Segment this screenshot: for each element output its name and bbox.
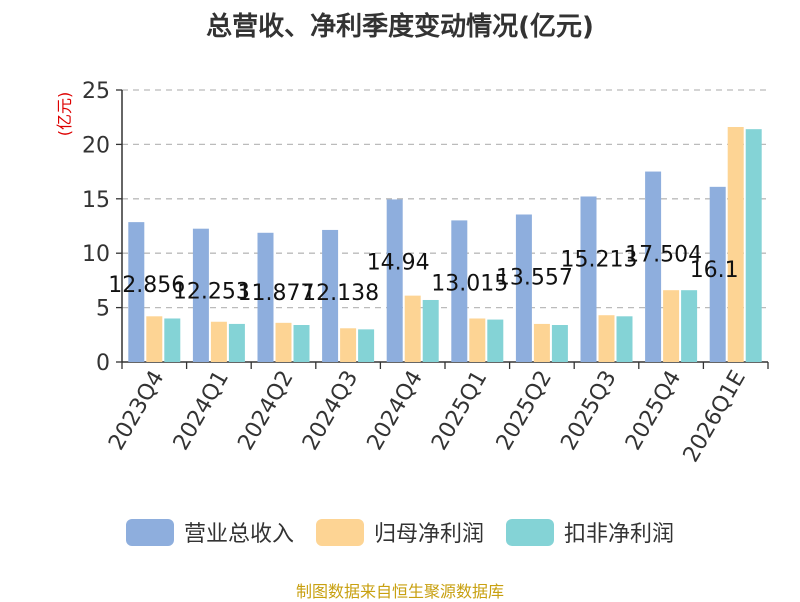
legend-item-deducted-profit[interactable]: 扣非净利润 <box>506 516 674 548</box>
bar <box>645 171 662 362</box>
bar <box>616 316 633 362</box>
bar <box>210 321 227 362</box>
bar <box>340 328 357 362</box>
bar <box>515 214 532 362</box>
data-label: 11.877 <box>238 281 315 306</box>
bar <box>727 126 744 362</box>
legend-swatch-revenue <box>125 518 174 546</box>
data-label: 14.94 <box>367 250 430 275</box>
bar <box>146 316 163 362</box>
bar <box>128 222 145 362</box>
bar <box>275 322 292 362</box>
bar <box>469 318 486 362</box>
x-tick-label: 2024Q3 <box>298 367 363 455</box>
y-tick-label: 0 <box>96 351 110 376</box>
y-tick-label: 5 <box>96 297 110 322</box>
bar <box>358 329 375 362</box>
bar <box>745 129 762 362</box>
bar <box>533 323 550 362</box>
x-tick-label: 2025Q4 <box>621 367 686 455</box>
data-label: 17.504 <box>625 243 702 268</box>
x-tick-label: 2025Q1 <box>427 367 492 455</box>
bar <box>663 290 680 362</box>
bar <box>322 229 339 362</box>
bar <box>709 186 726 362</box>
y-tick-label: 20 <box>82 133 110 158</box>
data-label: 12.253 <box>173 280 250 305</box>
x-tick-label: 2024Q4 <box>363 367 428 455</box>
x-tick-label: 2025Q2 <box>492 367 557 455</box>
data-label: 13.015 <box>431 271 508 296</box>
bar <box>551 325 568 362</box>
chart-legend: 营业总收入 归母净利润 扣非净利润 <box>0 516 800 548</box>
x-tick-label: 2025Q3 <box>556 367 621 455</box>
y-tick-label: 15 <box>82 188 110 213</box>
x-tick-label: 2024Q1 <box>169 367 234 455</box>
y-axis-label: (亿元) <box>55 92 74 137</box>
data-label: 15.213 <box>561 247 638 272</box>
bar <box>386 199 403 362</box>
bar <box>487 319 504 362</box>
bar <box>228 323 245 362</box>
legend-label-deducted-profit: 扣非净利润 <box>564 522 675 547</box>
data-label: 13.557 <box>496 265 573 290</box>
bar <box>580 196 597 362</box>
legend-item-revenue[interactable]: 营业总收入 <box>125 516 294 548</box>
bar <box>164 318 181 362</box>
data-label: 12.138 <box>302 281 379 306</box>
data-label: 16.1 <box>690 258 739 283</box>
chart-title: 总营收、净利季度变动情况(亿元) <box>206 12 594 42</box>
bar <box>451 220 468 362</box>
x-tick-label: 2023Q4 <box>104 367 169 455</box>
y-tick-label: 25 <box>82 79 110 104</box>
data-source-note: 制图数据来自恒生聚源数据库 <box>295 582 504 601</box>
bar <box>257 232 274 362</box>
legend-label-net-profit: 归母净利润 <box>373 522 484 547</box>
bar <box>293 325 310 362</box>
y-tick-label: 10 <box>82 242 110 267</box>
bar <box>404 295 421 362</box>
legend-item-net-profit[interactable]: 归母净利润 <box>315 516 484 548</box>
data-label: 12.856 <box>108 273 185 298</box>
bar <box>681 290 698 362</box>
bar <box>422 299 439 362</box>
bar <box>192 228 209 362</box>
legend-label-revenue: 营业总收入 <box>183 522 294 547</box>
legend-swatch-net-profit <box>315 518 364 546</box>
bar <box>598 315 615 362</box>
x-tick-label: 2024Q2 <box>233 367 298 455</box>
legend-swatch-deducted-profit <box>506 518 554 546</box>
x-tick-label: 2026Q1E <box>679 367 751 467</box>
